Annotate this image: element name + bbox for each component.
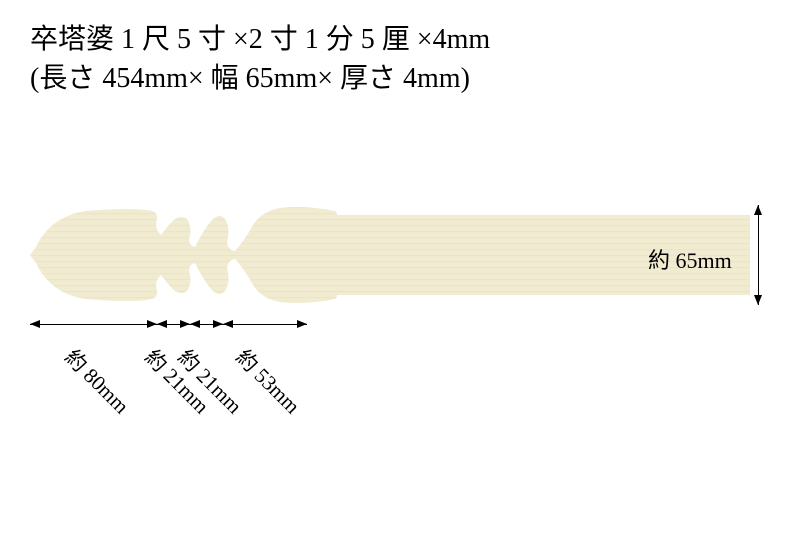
- title: 卒塔婆 1 尺 5 寸 ×2 寸 1 分 5 厘 ×4mm (長さ 454mm×…: [30, 20, 490, 98]
- hdim-label: 約 53mm: [230, 342, 308, 420]
- arrow-left-icon: [157, 320, 167, 328]
- hdim-line: [30, 324, 157, 325]
- title-line-1: 卒塔婆 1 尺 5 寸 ×2 寸 1 分 5 厘 ×4mm: [30, 20, 490, 59]
- board-shape: [30, 205, 750, 305]
- arrow-up-icon: [754, 205, 762, 215]
- arrow-left-icon: [190, 320, 200, 328]
- arrow-right-icon: [147, 320, 157, 328]
- hdim-line: [223, 324, 307, 325]
- arrow-right-icon: [213, 320, 223, 328]
- arrow-left-icon: [30, 320, 40, 328]
- height-dim-line: [758, 205, 759, 305]
- height-dim-label: 約 65mm: [648, 243, 732, 275]
- board-outline: [30, 207, 750, 303]
- arrow-down-icon: [754, 295, 762, 305]
- hdim-label: 約 80mm: [58, 342, 136, 420]
- sotoba-board: [30, 205, 750, 305]
- height-dimension: [758, 205, 798, 305]
- arrow-left-icon: [223, 320, 233, 328]
- title-line-2: (長さ 454mm× 幅 65mm× 厚さ 4mm): [30, 59, 490, 98]
- arrow-right-icon: [180, 320, 190, 328]
- arrow-right-icon: [297, 320, 307, 328]
